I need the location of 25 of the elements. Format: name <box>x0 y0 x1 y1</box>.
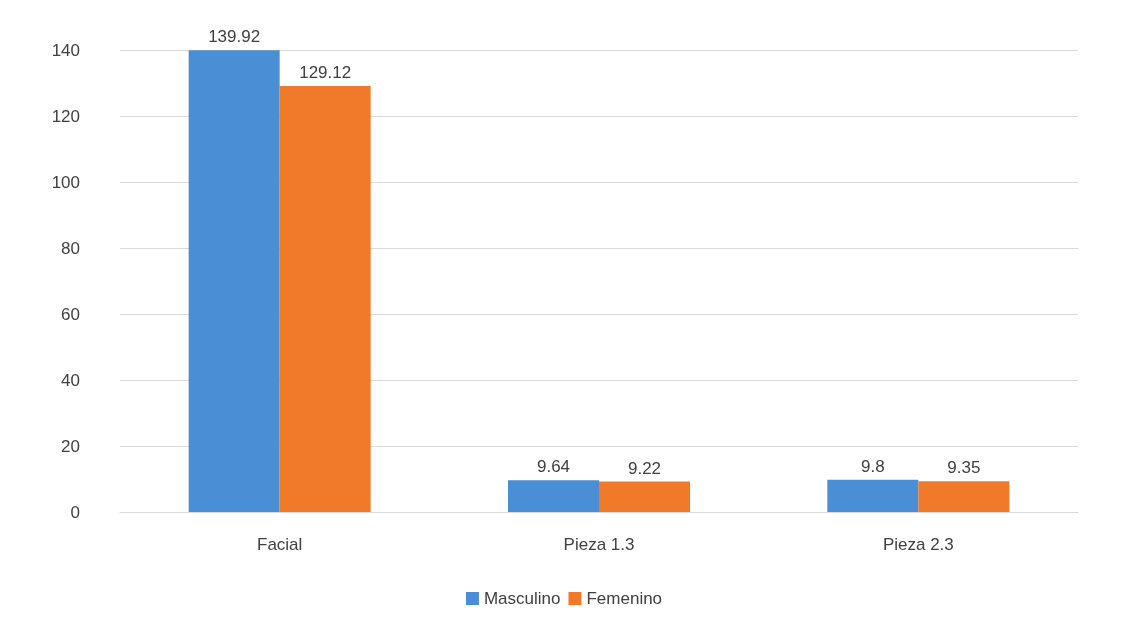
legend-label: Femenino <box>586 589 663 608</box>
data-label: 129.12 <box>299 62 352 82</box>
legend-label: Masculino <box>483 589 561 608</box>
y-tick-label: 100 <box>51 172 80 192</box>
data-label: 9.35 <box>947 458 981 478</box>
y-tick-label: 20 <box>61 436 80 456</box>
data-label: 9.8 <box>861 456 885 476</box>
bar <box>827 479 919 512</box>
data-label: 9.22 <box>627 458 662 478</box>
bar <box>279 85 371 512</box>
x-tick-label: Pieza 2.3 <box>882 535 954 554</box>
bar <box>507 480 599 512</box>
y-tick-label: 0 <box>70 502 80 522</box>
y-tick-label: 120 <box>51 106 80 126</box>
x-tick-label: Pieza 1.3 <box>563 535 635 554</box>
y-tick-label: 60 <box>61 304 80 324</box>
data-label: 139.92 <box>208 27 261 47</box>
bar <box>599 481 691 512</box>
data-label: 9.64 <box>536 457 571 477</box>
bar <box>188 50 280 512</box>
bar <box>918 481 1010 512</box>
y-tick-label: 140 <box>51 40 80 60</box>
y-tick-label: 80 <box>61 238 80 258</box>
x-tick-label: Facial <box>256 535 303 554</box>
y-tick-label: 40 <box>61 370 80 390</box>
